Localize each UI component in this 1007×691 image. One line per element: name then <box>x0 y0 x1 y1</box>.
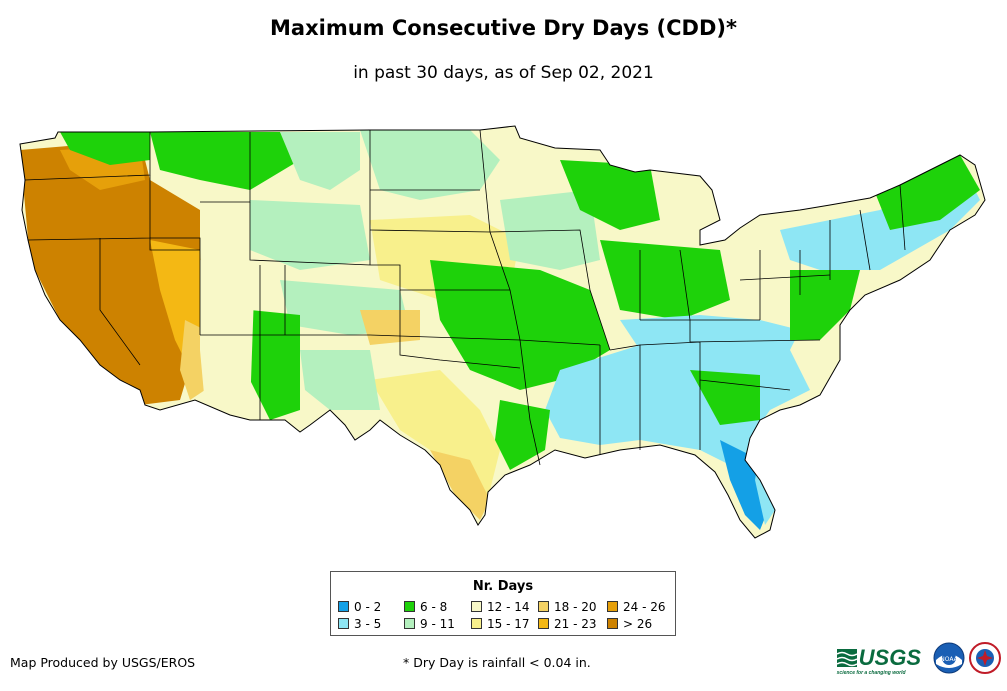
legend-item: 24 - 26 <box>607 601 666 614</box>
legend-title: Nr. Days <box>472 579 534 594</box>
legend-label: 12 - 14 <box>487 600 530 614</box>
legend-item: 15 - 17 <box>471 618 530 631</box>
usgs-tagline: science for a changing world <box>836 670 906 676</box>
map-subtitle: in past 30 days, as of Sep 02, 2021 <box>353 63 654 83</box>
cdd-raster <box>20 126 985 538</box>
legend-swatch <box>471 618 482 629</box>
legend-swatch <box>404 601 415 612</box>
legend-item: 3 - 5 <box>338 618 381 631</box>
dry-day-note: * Dry Day is rainfall < 0.04 in. <box>403 655 591 670</box>
us-cdd-map <box>19 125 986 539</box>
legend-label: 15 - 17 <box>487 617 530 631</box>
legend-swatch <box>607 601 618 612</box>
legend-swatch <box>338 618 349 629</box>
usgs-logo: USGS science for a changing world <box>836 645 921 676</box>
map-title: Maximum Consecutive Dry Days (CDD)* <box>270 16 737 40</box>
noaa-seal-text: NOAA <box>940 656 958 663</box>
usgs-wordmark: USGS <box>858 645 921 670</box>
legend-swatch <box>471 601 482 612</box>
legend-swatch <box>607 618 618 629</box>
legend-label: 18 - 20 <box>554 600 597 614</box>
nws-seal-icon <box>969 642 1001 674</box>
agency-logos: USGS science for a changing world NOAA <box>836 640 1001 676</box>
legend-swatch <box>338 601 349 612</box>
legend-item: 6 - 8 <box>404 601 447 614</box>
legend-label: 9 - 11 <box>420 617 455 631</box>
map-legend: Nr. Days 0 - 2 3 - 5 6 - 8 9 - 11 12 - 1… <box>330 571 676 636</box>
legend-label: 3 - 5 <box>354 617 382 631</box>
legend-label: 0 - 2 <box>354 600 382 614</box>
legend-label: 24 - 26 <box>623 600 666 614</box>
legend-item: > 26 <box>607 618 652 631</box>
legend-item: 18 - 20 <box>538 601 597 614</box>
legend-swatch <box>404 618 415 629</box>
legend-item: 12 - 14 <box>471 601 530 614</box>
legend-label: 6 - 8 <box>420 600 448 614</box>
state-borders <box>24 129 906 466</box>
legend-item: 9 - 11 <box>404 618 455 631</box>
legend-label: > 26 <box>623 617 653 631</box>
producer-credit: Map Produced by USGS/EROS <box>10 655 196 670</box>
noaa-seal-icon: NOAA <box>933 642 965 674</box>
legend-swatch <box>538 601 549 612</box>
legend-item: 21 - 23 <box>538 618 597 631</box>
legend-swatch <box>538 618 549 629</box>
legend-label: 21 - 23 <box>554 617 597 631</box>
legend-item: 0 - 2 <box>338 601 381 614</box>
usgs-wave-icon <box>836 649 857 667</box>
